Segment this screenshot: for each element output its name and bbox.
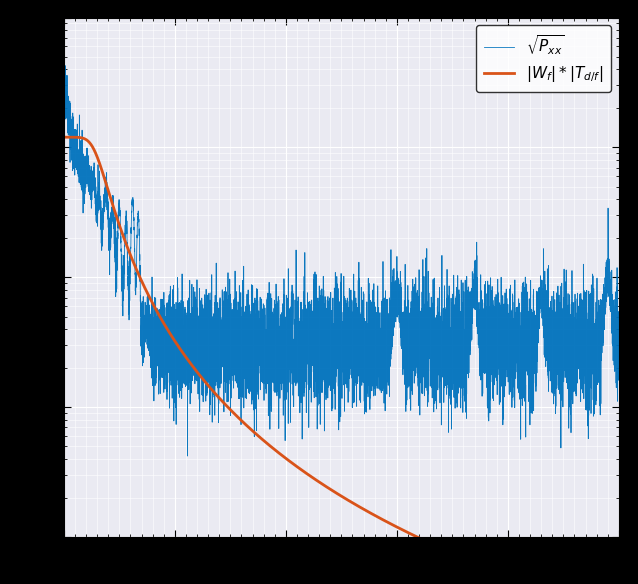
$\sqrt{P_{xx}}$ (262, 361, 269, 368)
Line: $|W_f| * |T_{d/f}|$: $|W_f| * |T_{d/f}|$ (65, 137, 619, 584)
$|W_f| * |T_{d/f}|$ (89, 144, 96, 151)
$\sqrt{P_{xx}}$ (389, 317, 397, 324)
$\sqrt{P_{xx}}$ (501, 368, 509, 375)
$\sqrt{P_{xx}}$ (413, 345, 421, 352)
$|W_f| * |T_{d/f}|$ (61, 134, 69, 141)
$|W_f| * |T_{d/f}|$ (471, 559, 479, 566)
Legend: $\sqrt{P_{xx}}$, $|W_f| * |T_{d/f}|$: $\sqrt{P_{xx}}$, $|W_f| * |T_{d/f}|$ (476, 25, 611, 92)
$|W_f| * |T_{d/f}|$ (262, 439, 269, 446)
$\sqrt{P_{xx}}$ (89, 178, 96, 185)
$\sqrt{P_{xx}}$ (184, 453, 191, 460)
Line: $\sqrt{P_{xx}}$: $\sqrt{P_{xx}}$ (65, 65, 619, 456)
$|W_f| * |T_{d/f}|$ (501, 571, 509, 578)
$|W_f| * |T_{d/f}|$ (389, 522, 396, 529)
$\sqrt{P_{xx}}$ (472, 299, 480, 306)
$\sqrt{P_{xx}}$ (61, 75, 69, 82)
$\sqrt{P_{xx}}$ (615, 326, 623, 333)
$|W_f| * |T_{d/f}|$ (413, 533, 420, 540)
$\sqrt{P_{xx}}$ (61, 62, 69, 69)
